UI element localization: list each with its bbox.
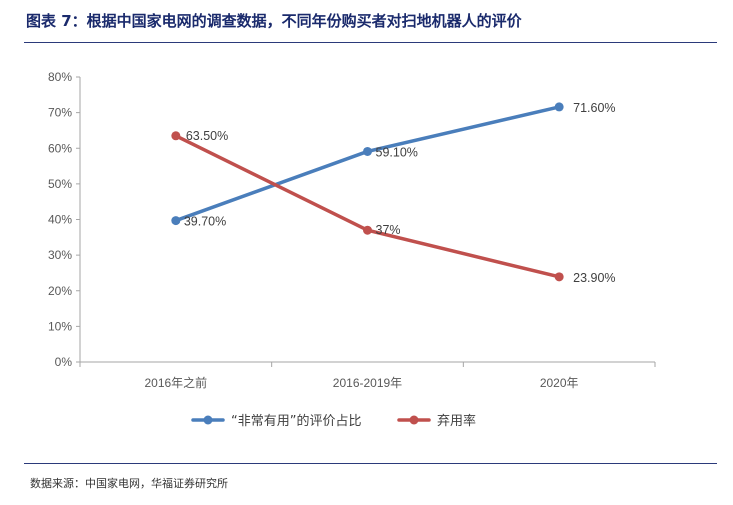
y-tick-label: 80% <box>48 70 72 84</box>
data-label: 59.10% <box>376 145 418 159</box>
y-tick-label: 60% <box>48 141 72 155</box>
legend-label: “非常有用”的评价占比 <box>231 413 361 429</box>
data-label: 39.70% <box>184 215 226 229</box>
y-tick-label: 10% <box>48 319 72 333</box>
data-point <box>554 272 564 282</box>
data-label: 63.50% <box>186 129 228 143</box>
x-tick-label: 2016-2019年 <box>333 376 402 390</box>
y-tick-label: 50% <box>48 177 72 191</box>
figure-title: 图表 7：根据中国家电网的调查数据，不同年份购买者对扫地机器人的评价 <box>26 12 522 30</box>
chart-legend: “非常有用”的评价占比 弃用率 <box>191 413 476 429</box>
title-rule <box>24 42 717 43</box>
data-label: 37% <box>376 223 401 237</box>
data-point <box>363 225 372 235</box>
legend-swatch-marker <box>409 415 419 425</box>
data-label: 71.60% <box>573 101 615 115</box>
legend-swatch-marker <box>203 415 213 425</box>
data-point <box>171 216 181 226</box>
chart-series: 39.70% 59.10% 71.60% 63.50% 37% 23.90% <box>171 101 616 285</box>
data-point <box>554 102 564 112</box>
data-label: 23.90% <box>573 271 615 285</box>
source-note: 数据来源：中国家电网，华福证券研究所 <box>30 477 228 490</box>
x-tick-label: 2016年之前 <box>144 375 207 390</box>
x-tick-label: 2020年 <box>540 376 579 390</box>
source-rule <box>24 463 717 464</box>
data-point <box>171 131 181 141</box>
legend-label: 弃用率 <box>437 413 476 429</box>
y-tick-label: 0% <box>55 355 73 369</box>
data-point <box>363 146 372 156</box>
y-tick-label: 20% <box>48 284 72 298</box>
y-tick-label: 40% <box>48 213 72 227</box>
series-line <box>174 134 561 279</box>
y-tick-label: 70% <box>48 106 72 120</box>
y-tick-label: 30% <box>48 248 72 262</box>
chart-axes: 0% 10% 20% 30% 40% 50% 60% 70% 80% 2016年之前 2016-20… <box>48 70 656 390</box>
